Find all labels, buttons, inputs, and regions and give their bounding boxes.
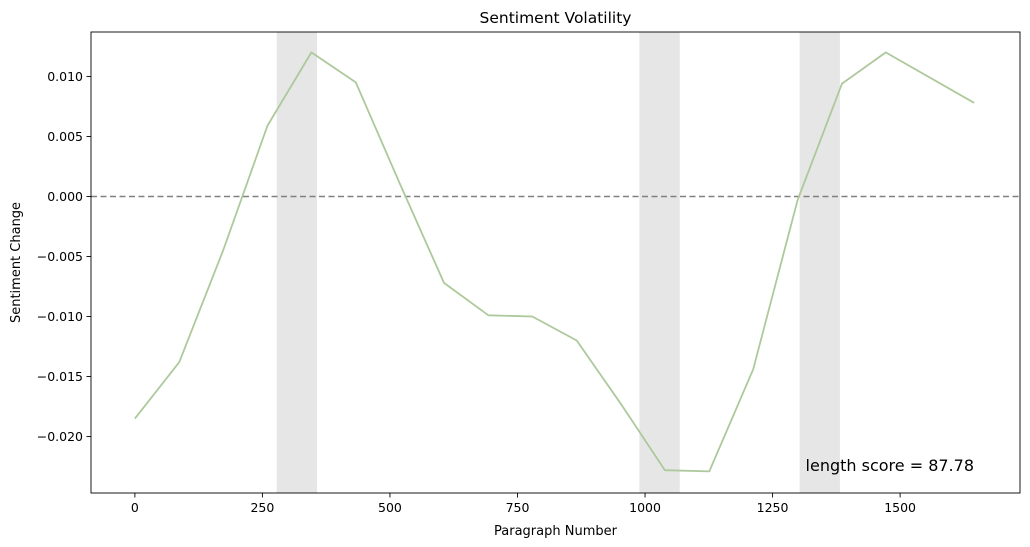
y-tick-label: −0.005 xyxy=(37,249,83,264)
x-axis-label: Paragraph Number xyxy=(494,524,618,539)
y-axis-ticks: 0.010 0.005 0.000 −0.005 −0.010 −0.015 −0.020 xyxy=(37,69,91,444)
x-tick-label: 750 xyxy=(506,500,530,515)
y-axis-label: Sentiment Change xyxy=(9,202,24,323)
shaded-span-3 xyxy=(799,32,840,493)
y-tick-label: −0.015 xyxy=(37,369,83,384)
y-tick-label: 0.010 xyxy=(47,69,83,84)
x-tick-label: 500 xyxy=(378,500,402,515)
x-tick-label: 250 xyxy=(250,500,274,515)
y-tick-label: −0.020 xyxy=(37,429,83,444)
shaded-span-2 xyxy=(639,32,680,493)
y-tick-label: 0.000 xyxy=(47,189,83,204)
x-tick-label: 1250 xyxy=(757,500,789,515)
chart-title: Sentiment Volatility xyxy=(480,9,632,27)
x-tick-label: 1500 xyxy=(884,500,916,515)
plot-frame xyxy=(90,31,1021,494)
y-tick-label: −0.010 xyxy=(37,309,83,324)
shaded-span-1 xyxy=(276,32,318,493)
shaded-spans xyxy=(276,32,840,493)
x-tick-label: 1000 xyxy=(629,500,661,515)
series-line xyxy=(134,51,975,473)
length-score-annotation: length score = 87.78 xyxy=(806,456,974,475)
x-axis-ticks: 0 250 500 750 1000 1250 1500 xyxy=(131,493,916,515)
y-tick-label: 0.005 xyxy=(47,129,83,144)
x-tick-label: 0 xyxy=(131,500,139,515)
